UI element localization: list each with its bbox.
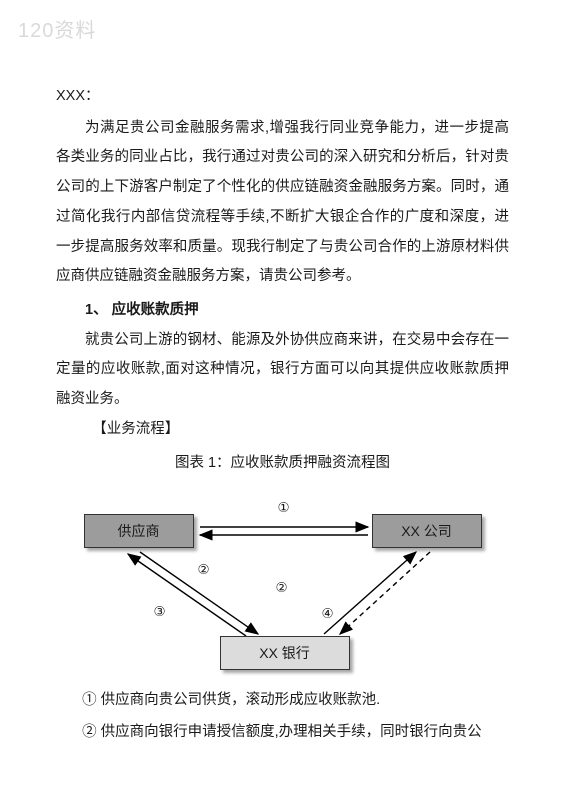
edge-label-2a: ② xyxy=(198,556,210,584)
section-1-heading: 1、 应收账款质押 xyxy=(56,296,509,326)
section-1-paragraph: 就贵公司上游的钢材、能源及外协供应商来讲，在交易中会存在一定量的应收账款,面对这… xyxy=(56,326,509,415)
chart-caption: 图表 1：应收账款质押融资流程图 xyxy=(56,449,509,479)
edge-label-3: ③ xyxy=(154,598,166,626)
node-supplier-label: 供应商 xyxy=(118,517,160,546)
intro-paragraph: 为满足贵公司金融服务需求,增强我行同业竞争能力，进一步提高各类业务的同业占比，我… xyxy=(56,114,509,292)
node-bank: XX 银行 xyxy=(220,636,350,670)
node-bank-label: XX 银行 xyxy=(259,639,310,668)
salutation: XXX： xyxy=(56,82,509,112)
step-1: ① 供应商向贵公司供货，滚动形成应收账款池. xyxy=(56,686,509,716)
node-company: XX 公司 xyxy=(372,514,482,548)
page-content: XXX： 为满足贵公司金融服务需求,增强我行同业竞争能力，进一步提高各类业务的同… xyxy=(0,0,565,748)
watermark: 120资料 xyxy=(18,14,96,43)
node-supplier: 供应商 xyxy=(84,514,194,548)
edge-label-1: ① xyxy=(278,494,290,522)
flowchart: 供应商 XX 公司 XX 银行 ① ② ② ③ ④ xyxy=(68,486,498,676)
step-2: ② 供应商向银行申请授信额度,办理相关手续，同时银行向贵公 xyxy=(56,718,509,748)
edge-label-2b: ② xyxy=(276,574,288,602)
flow-label: 【业务流程】 xyxy=(56,415,509,445)
edge-label-4: ④ xyxy=(322,600,334,628)
node-company-label: XX 公司 xyxy=(401,517,452,546)
